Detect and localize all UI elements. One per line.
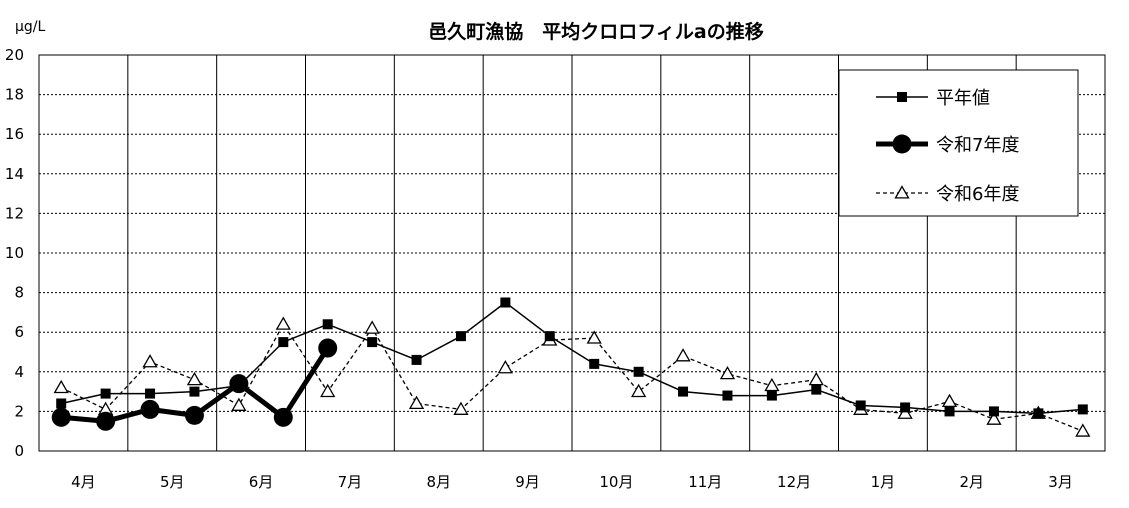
data-point-triangle bbox=[986, 411, 1002, 425]
data-point-square bbox=[589, 358, 600, 369]
x-tick-label: 5月 bbox=[160, 473, 185, 491]
legend-label: 令和6年度 bbox=[936, 184, 1019, 205]
x-tick-label: 12月 bbox=[777, 473, 811, 491]
data-point-square bbox=[988, 406, 999, 417]
y-axis-unit-label: μg/L bbox=[15, 19, 46, 35]
grid-lines bbox=[39, 55, 1105, 451]
data-point-square bbox=[544, 331, 555, 342]
data-point-square bbox=[455, 331, 466, 342]
chart-title: 邑久町漁協 平均クロロフィルaの推移 bbox=[428, 20, 763, 43]
y-tick-label: 2 bbox=[14, 402, 24, 420]
data-point-square bbox=[678, 386, 689, 397]
y-tick-label: 16 bbox=[5, 125, 24, 143]
y-axis-ticks: 0 2 4 6 8 10 12 14 16 18 20 bbox=[5, 46, 24, 460]
data-point-square bbox=[811, 384, 822, 395]
y-tick-label: 0 bbox=[14, 442, 24, 460]
data-point-circle bbox=[273, 407, 293, 427]
data-point-square bbox=[722, 390, 733, 401]
legend-entry: 令和6年度 bbox=[876, 184, 1019, 205]
data-point-square bbox=[411, 354, 422, 365]
y-tick-label: 12 bbox=[5, 204, 24, 222]
y-tick-label: 20 bbox=[5, 46, 24, 64]
y-tick-label: 6 bbox=[14, 323, 24, 341]
x-tick-label: 1月 bbox=[871, 473, 896, 491]
data-point-triangle bbox=[631, 383, 647, 398]
data-point-square bbox=[367, 337, 378, 348]
x-tick-label: 3月 bbox=[1048, 473, 1073, 491]
data-point-triangle bbox=[675, 348, 691, 362]
data-point-square bbox=[1033, 408, 1044, 419]
x-axis-ticks: 4月 5月 6月 7月 8月 9月 10月 11月 12月 1月 2月 3月 bbox=[71, 473, 1073, 491]
y-tick-label: 14 bbox=[5, 165, 24, 183]
plot-frame bbox=[38, 54, 1106, 452]
data-point-triangle bbox=[53, 379, 69, 394]
data-point-triangle bbox=[808, 371, 824, 386]
data-point-circle bbox=[96, 411, 116, 431]
data-point-triangle bbox=[941, 393, 958, 408]
x-tick-label: 9月 bbox=[515, 473, 540, 491]
data-point-square bbox=[900, 402, 911, 413]
data-point-square bbox=[145, 388, 156, 399]
y-tick-label: 10 bbox=[5, 244, 24, 262]
data-point-square bbox=[189, 386, 200, 397]
data-point-square bbox=[56, 398, 67, 409]
legend-label: 平年値 bbox=[936, 88, 990, 109]
data-point-circle bbox=[318, 338, 338, 358]
x-tick-label: 2月 bbox=[959, 473, 984, 491]
data-point-square bbox=[322, 319, 333, 330]
data-point-square bbox=[766, 390, 777, 401]
data-point-square bbox=[897, 92, 907, 102]
data-point-triangle bbox=[320, 383, 336, 398]
data-point-triangle bbox=[186, 371, 203, 386]
data-point-square bbox=[1077, 404, 1088, 415]
legend-entry: 平年値 bbox=[876, 88, 990, 109]
x-tick-label: 10月 bbox=[599, 473, 633, 491]
x-tick-label: 7月 bbox=[338, 473, 363, 491]
data-point-square bbox=[944, 406, 955, 417]
x-tick-label: 4月 bbox=[71, 473, 96, 491]
data-point-square bbox=[855, 400, 866, 411]
data-point-circle bbox=[140, 399, 160, 419]
data-point-circle bbox=[892, 134, 912, 154]
data-point-triangle bbox=[586, 330, 602, 344]
data-point-square bbox=[100, 388, 111, 399]
data-point-triangle bbox=[764, 377, 780, 392]
series-reiwa7 bbox=[51, 338, 338, 431]
data-point-triangle bbox=[231, 397, 247, 411]
series-layer bbox=[51, 297, 1091, 437]
data-point-circle bbox=[184, 405, 204, 425]
data-point-circle bbox=[51, 407, 71, 427]
data-point-circle bbox=[229, 374, 249, 394]
data-point-triangle bbox=[1075, 423, 1091, 437]
data-point-triangle bbox=[408, 395, 425, 410]
x-tick-label: 8月 bbox=[426, 473, 451, 491]
data-point-triangle bbox=[364, 320, 380, 334]
legend-entry: 令和7年度 bbox=[876, 134, 1019, 156]
data-point-triangle bbox=[897, 405, 913, 419]
data-point-square bbox=[500, 297, 511, 308]
data-point-square bbox=[633, 366, 644, 377]
y-tick-label: 4 bbox=[14, 363, 24, 381]
y-tick-label: 8 bbox=[14, 284, 24, 302]
data-point-triangle bbox=[142, 354, 158, 368]
data-point-triangle bbox=[275, 316, 291, 330]
x-tick-label: 6月 bbox=[249, 473, 274, 491]
series-line bbox=[60, 323, 1084, 432]
data-point-triangle bbox=[719, 365, 736, 380]
legend-label: 令和7年度 bbox=[936, 135, 1019, 156]
data-point-triangle bbox=[497, 360, 513, 374]
y-tick-label: 18 bbox=[5, 86, 24, 104]
data-point-triangle bbox=[894, 185, 910, 199]
data-point-square bbox=[278, 337, 289, 348]
x-tick-label: 11月 bbox=[688, 473, 722, 491]
series-reiwa6 bbox=[53, 316, 1091, 437]
data-point-triangle bbox=[453, 401, 469, 415]
